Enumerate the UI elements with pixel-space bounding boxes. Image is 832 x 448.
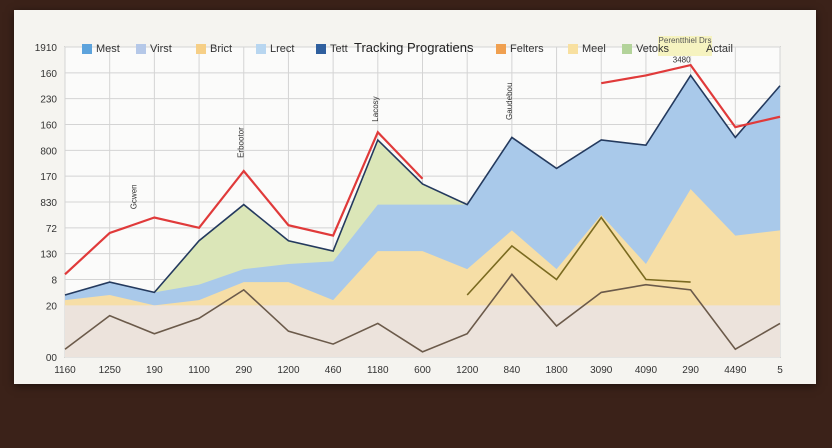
line-red (64, 63, 781, 276)
legend-swatch (568, 44, 578, 54)
y-tick-label: 20 (46, 301, 58, 312)
x-tick-label: 1100 (188, 365, 210, 376)
legend-label: Tett (330, 43, 348, 55)
y-tick-label: 830 (40, 198, 57, 209)
legend-label: Meel (582, 43, 606, 55)
line-outline (64, 73, 781, 296)
x-tick-label: 1200 (456, 365, 479, 376)
x-tick-label: 1160 (54, 365, 76, 376)
legend-label: Lrect (270, 43, 295, 55)
legend-item: Meel (568, 43, 606, 55)
x-tick-label: 1250 (99, 365, 122, 376)
y-tick-label: 72 (46, 224, 58, 235)
legend-swatch (256, 44, 266, 54)
legend-item: Vetoks (622, 43, 669, 55)
annotation-label: Lacosy (371, 96, 380, 121)
annotation-label: 3480 (673, 56, 691, 65)
legend-label: Brict (210, 43, 232, 55)
x-tick-label: 290 (682, 365, 699, 376)
chart-title: Tracking Progratiens (354, 40, 474, 55)
legend-label: Mest (96, 43, 120, 55)
legend-actual: Actail (706, 43, 733, 55)
legend-swatch (622, 44, 632, 54)
y-tick-label: 800 (40, 146, 57, 157)
legend-item: Virst (136, 43, 172, 55)
legend-item: Felters (496, 43, 544, 55)
legend-swatch (196, 44, 206, 54)
x-tick-label: 4490 (724, 365, 747, 376)
line-brown (64, 273, 781, 353)
legend-item: Lrect (256, 43, 294, 55)
y-tick-label: 170 (40, 172, 57, 183)
area-base (65, 305, 780, 357)
y-tick-label: 230 (40, 95, 57, 106)
x-tick-label: 290 (235, 365, 252, 376)
y-tick-label: 00 (46, 353, 58, 364)
annotation-label: Gcwen (130, 184, 139, 209)
legend-item: Brict (196, 43, 232, 55)
annotation-label: Erbootor (237, 127, 246, 158)
x-tick-label: 3090 (590, 365, 613, 376)
legend-label: Felters (510, 43, 544, 55)
legend-item: Tett (316, 43, 348, 55)
y-tick-label: 130 (40, 250, 57, 261)
legend-label: Vetoks (636, 43, 670, 55)
legend-item: Mest (82, 43, 120, 55)
highlight-legend: Perentthiel Drs (658, 36, 712, 56)
x-tick-label: 1200 (277, 365, 300, 376)
legend-swatch (136, 44, 146, 54)
legend-swatch (82, 44, 92, 54)
legend-swatch (316, 44, 326, 54)
x-tick-label: 5 (777, 365, 783, 376)
chart-svg: 00 20 8 130 72 830 170 800 160 230 160 1910 1160 1250… (35, 43, 783, 376)
chart-paper: 00 20 8 130 72 830 170 800 160 230 160 1910 1160 1250… (14, 10, 816, 384)
x-tick-label: 600 (414, 365, 431, 376)
legend-label: Virst (150, 43, 172, 55)
y-tick-label: 160 (40, 69, 57, 80)
y-tick-label: 1910 (35, 43, 58, 54)
y-tick-label: 160 (40, 121, 57, 132)
x-tick-label: 1800 (545, 365, 568, 376)
x-tick-label: 840 (504, 365, 521, 376)
annotation-label: Gaudebou (505, 83, 514, 120)
line-olive (466, 216, 691, 296)
x-tick-label: 190 (146, 365, 163, 376)
x-tick-label: 4090 (635, 365, 658, 376)
x-tick-label: 1180 (367, 365, 389, 376)
y-tick-label: 8 (51, 276, 57, 287)
x-tick-label: 460 (325, 365, 342, 376)
legend-swatch (496, 44, 506, 54)
